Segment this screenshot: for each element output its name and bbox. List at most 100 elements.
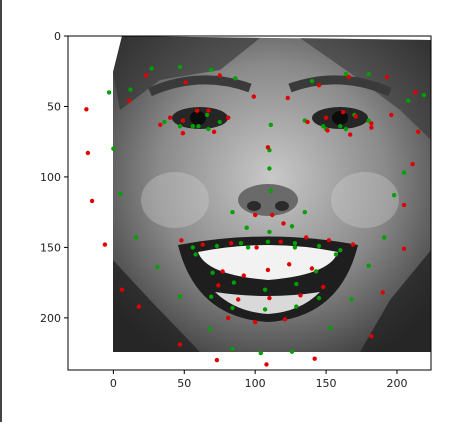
green-landmark-point xyxy=(316,243,322,249)
green-landmark-point xyxy=(292,241,298,246)
red-landmark-point xyxy=(298,293,303,298)
red-landmark-point xyxy=(321,284,326,290)
red-landmark-point xyxy=(253,319,258,325)
green-landmark-point xyxy=(190,124,195,129)
red-landmark-point xyxy=(251,94,256,99)
red-landmark-point xyxy=(369,125,374,130)
red-landmark-point xyxy=(323,115,329,120)
green-landmark-point xyxy=(292,245,298,250)
green-landmark-point xyxy=(262,307,268,312)
red-landmark-point xyxy=(236,297,241,302)
green-landmark-point xyxy=(230,210,235,215)
red-landmark-point xyxy=(214,357,220,363)
green-landmark-point xyxy=(401,170,407,175)
y-tick-label: 100 xyxy=(40,171,61,184)
red-landmark-point xyxy=(265,145,271,150)
red-landmark-point xyxy=(369,121,374,126)
green-landmark-point xyxy=(338,248,343,253)
green-landmark-point xyxy=(382,235,387,240)
face-image xyxy=(113,36,431,352)
red-landmark-point xyxy=(200,242,205,247)
green-landmark-point xyxy=(267,166,272,171)
green-landmark-point xyxy=(149,66,154,71)
red-landmark-point xyxy=(325,128,330,133)
green-landmark-point xyxy=(406,98,411,104)
red-landmark-point xyxy=(410,162,415,167)
green-landmark-point xyxy=(289,349,295,354)
red-landmark-point xyxy=(353,114,358,119)
y-tick-label: 50 xyxy=(47,100,61,113)
green-landmark-point xyxy=(328,325,333,330)
landmark-points xyxy=(84,64,427,367)
green-landmark-point xyxy=(207,326,212,332)
green-landmark-point xyxy=(265,239,271,244)
x-tick-label: 0 xyxy=(110,377,117,390)
green-landmark-point xyxy=(230,305,235,311)
green-landmark-point xyxy=(343,126,349,132)
green-landmark-point xyxy=(217,119,222,125)
red-landmark-point xyxy=(180,131,186,136)
red-landmark-point xyxy=(217,73,222,78)
green-landmark-point xyxy=(245,245,251,250)
red-landmark-point xyxy=(401,246,407,251)
y-tick-label: 200 xyxy=(40,312,61,325)
green-landmark-point xyxy=(177,124,183,129)
green-landmark-point xyxy=(321,124,326,129)
red-landmark-point xyxy=(136,304,142,309)
red-landmark-point xyxy=(183,80,188,85)
green-landmark-point xyxy=(262,287,268,292)
green-landmark-point xyxy=(421,93,427,98)
red-landmark-point xyxy=(228,241,234,246)
green-landmark-point xyxy=(268,188,273,194)
red-landmark-point xyxy=(348,132,353,137)
red-landmark-point xyxy=(194,108,200,113)
red-landmark-point xyxy=(413,90,418,95)
red-landmark-point xyxy=(309,266,315,271)
green-landmark-point xyxy=(333,252,339,257)
green-landmark-point xyxy=(313,269,319,274)
x-tick-label: 200 xyxy=(386,377,407,390)
green-landmark-point xyxy=(294,304,299,309)
red-landmark-point xyxy=(282,317,288,322)
red-landmark-point xyxy=(369,334,374,339)
red-landmark-point xyxy=(384,74,390,80)
green-landmark-point xyxy=(214,243,220,249)
red-landmark-point xyxy=(179,238,184,243)
green-landmark-point xyxy=(316,295,322,301)
red-landmark-point xyxy=(267,295,272,301)
x-tick-label: 100 xyxy=(245,377,266,390)
red-landmark-point xyxy=(265,267,271,273)
red-landmark-point xyxy=(89,198,95,204)
red-landmark-point xyxy=(281,221,286,226)
green-landmark-point xyxy=(118,191,123,196)
green-landmark-point xyxy=(128,87,133,92)
red-landmark-point xyxy=(180,118,186,123)
green-landmark-point xyxy=(302,210,307,215)
x-tick-label: 150 xyxy=(316,377,337,390)
red-landmark-point xyxy=(389,112,394,118)
red-landmark-point xyxy=(416,129,421,134)
red-landmark-point xyxy=(119,287,125,292)
red-landmark-point xyxy=(241,273,246,278)
green-landmark-point xyxy=(366,71,371,77)
green-landmark-point xyxy=(177,64,183,70)
red-landmark-point xyxy=(211,129,217,134)
red-landmark-point xyxy=(143,73,149,78)
green-landmark-point xyxy=(349,297,354,302)
green-landmark-point xyxy=(209,67,214,73)
green-landmark-point xyxy=(391,193,397,198)
red-landmark-point xyxy=(316,83,322,88)
green-landmark-point xyxy=(106,90,112,95)
red-landmark-point xyxy=(226,315,231,321)
green-landmark-point xyxy=(209,294,214,299)
green-landmark-point xyxy=(190,245,195,250)
red-landmark-point xyxy=(216,283,221,288)
red-landmark-point xyxy=(220,269,225,274)
green-landmark-point xyxy=(133,235,139,240)
red-landmark-point xyxy=(253,212,258,218)
green-landmark-point xyxy=(268,122,273,128)
red-landmark-point xyxy=(340,109,346,115)
red-landmark-point xyxy=(102,242,108,247)
green-landmark-point xyxy=(196,124,201,129)
